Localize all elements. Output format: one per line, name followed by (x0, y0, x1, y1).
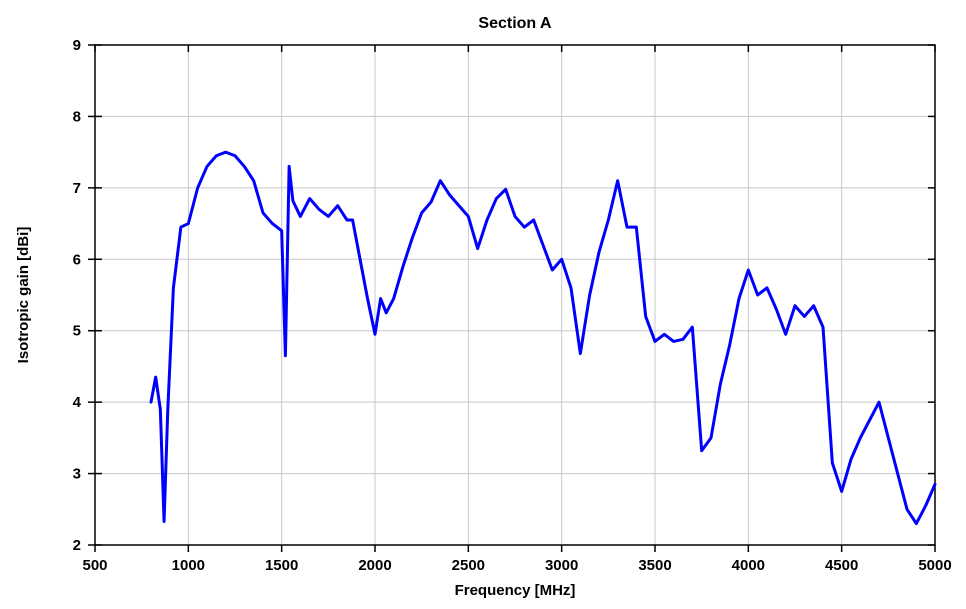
x-tick-label: 2000 (358, 557, 391, 574)
y-tick-label: 3 (73, 466, 81, 483)
y-tick-label: 6 (73, 251, 81, 268)
x-tick-label: 4000 (732, 557, 765, 574)
y-tick-label: 5 (73, 323, 81, 340)
x-tick-label: 3000 (545, 557, 578, 574)
y-tick-label: 2 (73, 537, 81, 554)
y-axis-label: Isotropic gain [dBi] (15, 227, 32, 364)
line-chart: 500 1000 1500 2000 2500 3000 3500 4000 4500 5000 2… (0, 0, 966, 609)
x-tick-label: 500 (82, 557, 107, 574)
y-tick-label: 7 (73, 180, 81, 197)
y-tick-label: 9 (73, 37, 81, 54)
x-tick-label: 5000 (918, 557, 951, 574)
x-tick-label: 3500 (638, 557, 671, 574)
y-tick-label: 8 (73, 108, 81, 125)
x-tick-label: 4500 (825, 557, 858, 574)
y-tick-label: 4 (73, 394, 82, 411)
x-tick-label: 1500 (265, 557, 298, 574)
chart-title: Section A (478, 15, 552, 32)
chart-container: 500 1000 1500 2000 2500 3000 3500 4000 4500 5000 2… (0, 0, 966, 609)
x-tick-label: 2500 (452, 557, 485, 574)
x-axis-label: Frequency [MHz] (455, 582, 576, 599)
x-tick-label: 1000 (172, 557, 205, 574)
